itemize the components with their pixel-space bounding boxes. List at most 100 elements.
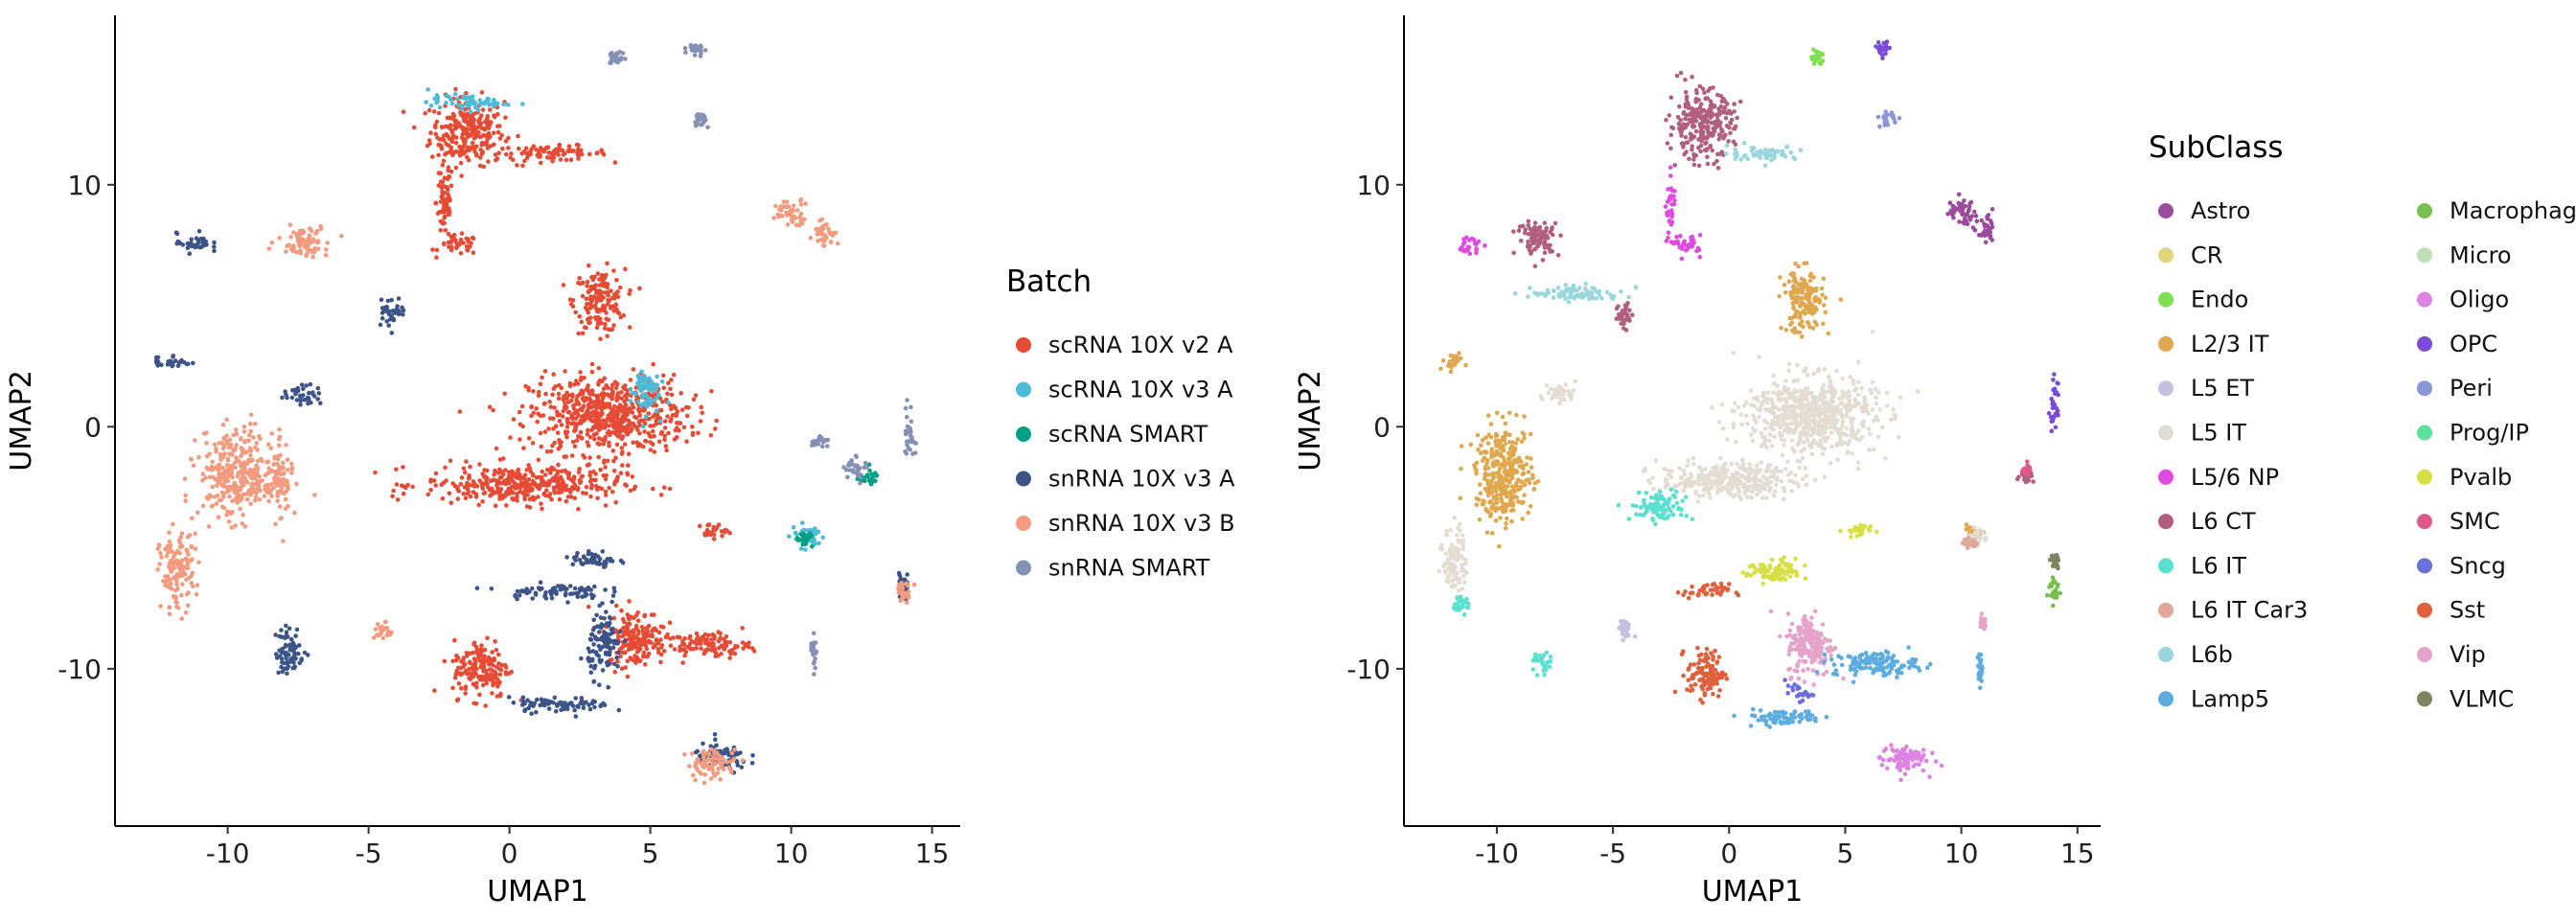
- data-point: [277, 633, 283, 639]
- data-point: [793, 530, 798, 536]
- data-point: [1738, 157, 1743, 162]
- data-point: [538, 586, 542, 592]
- data-point: [497, 136, 503, 141]
- data-point: [607, 393, 611, 399]
- data-point: [204, 494, 210, 500]
- data-point: [226, 445, 232, 450]
- data-point: [277, 236, 282, 241]
- data-point: [568, 591, 573, 597]
- data-point: [728, 768, 733, 772]
- data-point: [598, 702, 604, 708]
- data-point: [474, 586, 480, 590]
- data-point: [1818, 61, 1824, 66]
- data-point: [636, 407, 641, 412]
- data-point: [675, 409, 680, 414]
- data-point: [174, 241, 179, 246]
- data-point: [1725, 143, 1730, 149]
- data-point: [613, 57, 618, 61]
- data-point: [522, 476, 527, 482]
- data-point: [587, 435, 593, 440]
- data-point: [248, 412, 254, 418]
- data-point: [288, 659, 293, 664]
- data-point: [1691, 153, 1697, 159]
- data-point: [531, 389, 536, 394]
- data-point: [1623, 328, 1629, 333]
- data-point: [1684, 140, 1690, 146]
- data-point: [1798, 315, 1803, 321]
- data-point: [718, 777, 723, 782]
- data-point: [1551, 295, 1556, 300]
- data-point: [1691, 134, 1697, 139]
- data-point: [1667, 113, 1672, 118]
- data-point: [522, 472, 528, 478]
- data-point: [266, 246, 272, 251]
- data-point: [572, 444, 578, 449]
- data-point: [589, 369, 595, 375]
- data-point: [588, 663, 593, 669]
- data-point: [539, 444, 544, 449]
- data-point: [1621, 317, 1625, 322]
- data-point: [813, 665, 817, 671]
- data-point: [209, 464, 215, 470]
- data-point: [798, 211, 804, 217]
- cluster-snrna-10x-v3-a: [173, 229, 217, 257]
- data-point: [578, 587, 583, 593]
- data-point: [595, 150, 600, 155]
- data-point: [1684, 150, 1689, 154]
- data-point: [165, 584, 170, 589]
- data-point: [275, 498, 281, 503]
- data-point: [537, 486, 541, 492]
- data-point: [1679, 133, 1684, 138]
- data-point: [214, 449, 218, 454]
- data-point: [477, 692, 482, 698]
- data-point: [905, 572, 909, 577]
- data-point: [242, 475, 247, 480]
- data-point: [666, 430, 671, 436]
- data-point: [1544, 233, 1550, 239]
- data-point: [694, 123, 699, 128]
- data-point: [611, 323, 616, 328]
- data-point: [605, 640, 610, 646]
- data-point: [230, 498, 235, 504]
- data-point: [221, 443, 227, 448]
- data-point: [605, 302, 610, 307]
- data-point: [698, 54, 703, 58]
- data-point: [627, 632, 632, 637]
- data-point: [296, 651, 301, 656]
- data-point: [600, 150, 605, 155]
- data-point: [209, 468, 215, 472]
- data-point: [656, 639, 661, 644]
- data-point: [694, 646, 699, 651]
- data-point: [467, 475, 472, 481]
- data-point: [556, 396, 562, 402]
- data-point: [506, 480, 512, 486]
- data-point: [472, 669, 477, 675]
- data-point: [1689, 117, 1694, 123]
- data-point: [1683, 89, 1689, 95]
- data-point: [457, 409, 463, 414]
- data-point: [573, 696, 578, 701]
- data-point: [494, 648, 499, 653]
- data-point: [1733, 142, 1738, 147]
- data-point: [634, 415, 639, 421]
- data-point: [559, 423, 564, 427]
- data-point: [1962, 198, 1966, 203]
- data-point: [718, 748, 724, 754]
- data-point: [1700, 115, 1706, 120]
- data-point: [1729, 111, 1734, 116]
- data-point: [661, 373, 666, 379]
- data-point: [1741, 140, 1747, 146]
- data-point: [1535, 226, 1541, 231]
- data-point: [1690, 74, 1694, 80]
- data-point: [301, 229, 307, 235]
- data-point: [1666, 230, 1671, 236]
- data-point: [808, 236, 814, 241]
- data-point: [825, 444, 830, 448]
- data-point: [711, 632, 716, 638]
- data-point: [639, 369, 644, 375]
- data-point: [442, 190, 448, 196]
- data-point: [190, 570, 196, 576]
- data-point: [715, 770, 721, 775]
- data-point: [310, 254, 315, 260]
- data-point: [702, 531, 707, 536]
